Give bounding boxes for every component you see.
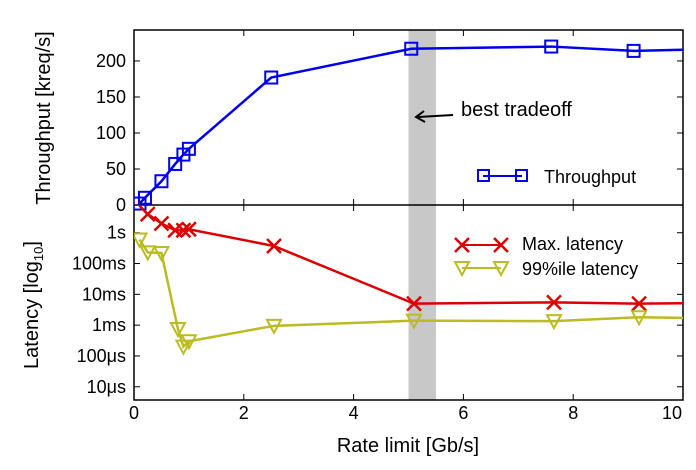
p99-latency-point bbox=[265, 318, 283, 335]
top-y-tick-label: 150 bbox=[96, 87, 126, 107]
p99-latency-point bbox=[180, 334, 198, 351]
top-y-tick-label: 200 bbox=[96, 51, 126, 71]
max-latency-point bbox=[175, 222, 192, 239]
max-latency-point bbox=[153, 215, 170, 232]
top-y-tick-label: 100 bbox=[96, 123, 126, 143]
legend-label-throughput: Throughput bbox=[544, 167, 636, 187]
p99-latency-point bbox=[134, 232, 149, 249]
legend-label-99ile-latency: 99%ile latency bbox=[522, 259, 638, 279]
throughput-point bbox=[168, 156, 183, 171]
bottom-y-tick-label: 1s bbox=[107, 223, 126, 243]
throughput-point bbox=[544, 39, 559, 54]
bottom-y-tick-label: 10μs bbox=[87, 377, 126, 397]
p99-latency-series bbox=[134, 232, 683, 356]
max-latency-point bbox=[546, 294, 562, 311]
legend-square-marker bbox=[477, 169, 490, 182]
legend-triangle-marker bbox=[453, 261, 510, 278]
legend-max-latency: Max. latency bbox=[454, 234, 623, 254]
p99-latency-point bbox=[139, 245, 157, 262]
max-latency-point bbox=[181, 221, 197, 238]
x-tick-label: 8 bbox=[568, 403, 578, 423]
throughput-series bbox=[134, 39, 683, 211]
p99-latency-point bbox=[152, 245, 171, 263]
legend-x-marker bbox=[454, 237, 509, 253]
top-y-tick-label: 50 bbox=[106, 159, 126, 179]
x-tick-label: 2 bbox=[239, 403, 249, 423]
bottom-y-tick-label: 10ms bbox=[82, 284, 126, 304]
bottom-y-tick-label: 1ms bbox=[92, 315, 126, 335]
max-latency-point bbox=[631, 295, 647, 312]
max-latency-series bbox=[138, 204, 683, 312]
bottom-y-axis-label-main: Latency [log bbox=[21, 261, 43, 369]
bottom-y-tick-label: 100μs bbox=[77, 346, 126, 366]
highlight-band-layer bbox=[408, 30, 436, 400]
annotation: best tradeoff bbox=[414, 99, 572, 123]
labels-layer: 0 2 4 6 8 100501001502001s100ms10ms1ms100μs10… bbox=[72, 51, 682, 423]
legend-label-max-latency: Max. latency bbox=[522, 234, 623, 254]
series-layer bbox=[134, 39, 683, 356]
x-axis-label: Rate limit [Gb/s] bbox=[337, 435, 479, 457]
bottom-y-axis-label-close: ] bbox=[21, 241, 43, 247]
arrow-left-icon bbox=[414, 110, 454, 123]
p99-latency-point bbox=[545, 314, 563, 331]
throughput-point bbox=[626, 43, 641, 58]
x-tick-label: 10 bbox=[662, 403, 682, 423]
legend-99ile-latency: 99%ile latency bbox=[453, 259, 638, 279]
max-latency-point bbox=[406, 295, 422, 312]
p99-latency-point bbox=[169, 321, 187, 339]
bottom-y-tick-label: 100ms bbox=[72, 254, 126, 274]
x-tick-label: 6 bbox=[458, 403, 468, 423]
top-y-tick-label: 0 bbox=[116, 195, 126, 215]
max-latency-point bbox=[266, 238, 282, 254]
throughput-point bbox=[137, 190, 152, 205]
axes-layer bbox=[133, 29, 684, 401]
throughput-point bbox=[181, 141, 196, 156]
best-tradeoff-band bbox=[408, 30, 436, 400]
throughput-point bbox=[154, 174, 169, 189]
x-tick-label: 4 bbox=[349, 403, 359, 423]
legend-throughput: Throughput bbox=[477, 167, 636, 187]
plot-frame bbox=[133, 29, 684, 401]
legend-square-marker bbox=[515, 169, 528, 182]
bottom-y-axis-label: Latency [log10] bbox=[21, 241, 46, 369]
throughput-point bbox=[264, 70, 279, 85]
x-tick-label: 0 bbox=[129, 403, 139, 423]
throughput-point bbox=[404, 41, 419, 56]
p99-latency-point bbox=[630, 310, 648, 327]
top-y-axis-label: Throughput [kreq/s] bbox=[33, 31, 55, 204]
max-latency-point bbox=[139, 206, 156, 223]
p99-latency-point bbox=[405, 313, 423, 330]
p99-latency-point bbox=[174, 339, 193, 356]
bottom-y-axis-label-sub: 10 bbox=[31, 247, 46, 261]
annotation-text: best tradeoff bbox=[461, 99, 572, 121]
